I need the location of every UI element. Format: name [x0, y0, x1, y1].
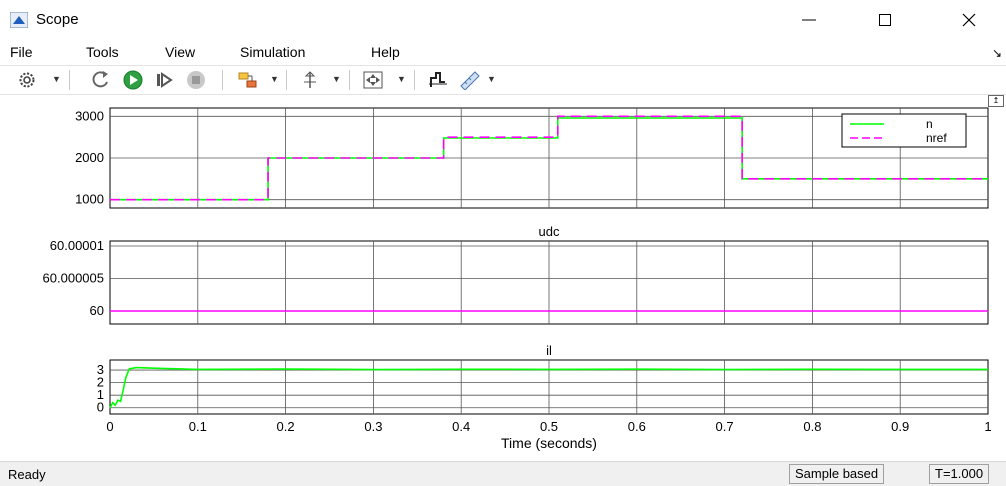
x-tick-label: 0 — [106, 419, 113, 434]
step-forward-icon — [157, 72, 173, 88]
x-tick-label: 0.1 — [189, 419, 207, 434]
step-back-button[interactable] — [88, 69, 114, 91]
y-tick-label: 2000 — [75, 150, 104, 165]
status-text: Ready — [8, 467, 46, 482]
y-tick-label: 3000 — [75, 108, 104, 123]
cursor-dropdown-arrow-icon[interactable]: ▼ — [487, 74, 496, 84]
settings-dropdown-arrow-icon[interactable]: ▼ — [52, 74, 61, 84]
menu-simulation[interactable]: Simulation — [240, 44, 306, 60]
cursor-measure-button[interactable] — [298, 69, 322, 91]
run-button[interactable] — [121, 69, 145, 91]
menu-help[interactable]: Help — [371, 44, 400, 60]
y-tick-label: 0 — [97, 400, 104, 415]
menu-tools[interactable]: Tools — [86, 44, 119, 60]
x-tick-label: 1 — [984, 419, 991, 434]
toolbar-separator — [349, 70, 350, 90]
series-line-nref — [110, 115, 988, 201]
collapse-menu-arrow-icon[interactable]: ↘ — [991, 46, 1002, 60]
zoom-fit-icon — [363, 71, 383, 89]
x-tick-label: 0.5 — [540, 419, 558, 434]
legend-label-nref: nref — [926, 131, 947, 145]
scope-plots[interactable]: 1000200030006060.00000560.00001udc0123il… — [0, 94, 1006, 460]
maximize-button[interactable] — [862, 4, 908, 36]
step-forward-button[interactable] — [152, 69, 176, 91]
menu-file[interactable]: File — [10, 44, 33, 60]
x-tick-label: 0.2 — [277, 419, 295, 434]
axes-title: udc — [539, 224, 560, 239]
axes-title: il — [546, 343, 552, 358]
cursor-measure-icon — [304, 71, 316, 88]
close-button[interactable] — [946, 4, 992, 36]
toolbar: ▼ ▼ — [0, 65, 1006, 95]
scope-app-icon — [10, 12, 28, 28]
sample-mode-indicator: Sample based — [789, 464, 885, 484]
axes-2: 60 60.000005 60.00001 udc — [43, 224, 989, 325]
autoscale-button[interactable] — [426, 69, 450, 91]
zoom-dropdown-arrow-icon[interactable]: ▼ — [397, 74, 406, 84]
highlight-dropdown-arrow-icon[interactable]: ▼ — [270, 74, 279, 84]
run-icon — [123, 70, 143, 90]
x-tick-label: 0.4 — [452, 419, 470, 434]
settings-gear-icon — [19, 72, 35, 88]
scope-display: 1000 2000 3000 60 60.000005 60.00001 udc 0 1 2 3 il… — [0, 94, 1006, 460]
stop-button[interactable] — [184, 69, 208, 91]
x-tick-label: 0.3 — [364, 419, 382, 434]
maximize-icon — [879, 14, 891, 26]
x-tick-label: 0.6 — [628, 419, 646, 434]
menu-view[interactable]: View — [165, 44, 196, 60]
toolbar-separator — [414, 70, 415, 90]
x-tick-label: 0.7 — [716, 419, 734, 434]
window-title: Scope — [36, 11, 79, 28]
status-bar: Ready Sample based T=1.000 — [0, 461, 1006, 486]
toolbar-separator — [222, 70, 223, 90]
y-tick-label: 1 — [97, 387, 104, 402]
y-tick-label: 60 — [90, 303, 104, 318]
step-back-icon — [92, 71, 108, 88]
legend-box — [841, 113, 967, 148]
data-cursor-icon — [460, 71, 480, 90]
data-cursor-button[interactable] — [458, 69, 482, 91]
y-tick-label: 2 — [97, 375, 104, 390]
y-tick-label: 60.000005 — [43, 271, 104, 286]
highlight-block-icon — [238, 72, 257, 88]
menu-bar: File Tools View Simulation Help ↘ — [0, 40, 1006, 64]
measure-dropdown-arrow-icon[interactable]: ▼ — [332, 74, 341, 84]
series-line-signal-3 — [109, 366, 988, 409]
x-tick-label: 0.8 — [803, 419, 821, 434]
close-icon — [962, 13, 976, 27]
settings-button[interactable] — [16, 69, 38, 91]
zoom-fit-button[interactable] — [360, 69, 386, 91]
minimize-icon — [802, 19, 816, 21]
undock-legend-icon[interactable]: ↥ — [988, 95, 1004, 107]
simulation-time-indicator: T=1.000 — [929, 464, 990, 484]
y-tick-label: 3 — [97, 362, 104, 377]
stop-icon — [187, 71, 205, 89]
y-tick-label: 60.00001 — [50, 238, 104, 253]
title-bar: Scope — [0, 0, 1006, 40]
highlight-block-button[interactable] — [236, 69, 260, 91]
minimize-button[interactable] — [786, 4, 832, 36]
x-tick-label: 0.9 — [891, 419, 909, 434]
y-tick-label: 1000 — [75, 192, 104, 207]
legend-label-n: n — [926, 117, 933, 131]
toolbar-separator — [286, 70, 287, 90]
x-axis-label: Time (seconds) — [501, 435, 597, 451]
autoscale-icon — [429, 72, 447, 87]
toolbar-separator — [69, 70, 70, 90]
